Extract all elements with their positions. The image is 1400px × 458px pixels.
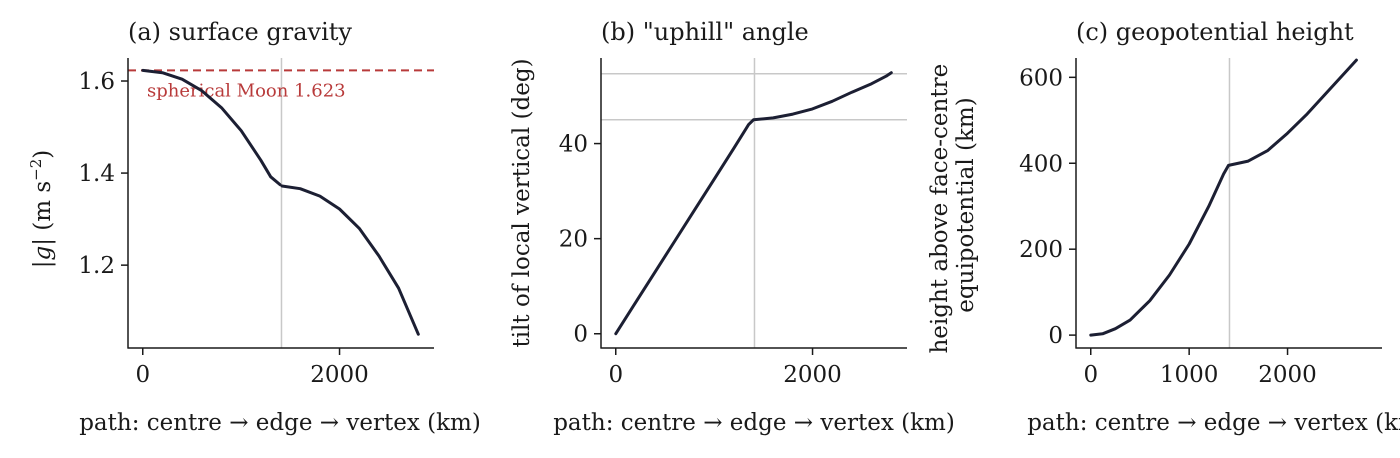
panel-b-xlabel: path: centre → edge → vertex (km) bbox=[553, 410, 955, 436]
panel-a-xlabel: path: centre → edge → vertex (km) bbox=[79, 410, 481, 436]
panel-a-series-line-0 bbox=[141, 68, 282, 187]
panel-a-y-tick-label: 1.4 bbox=[78, 161, 115, 187]
panel-c-series-line-0 bbox=[1089, 58, 1358, 337]
panel-a-x-tick-label: 0 bbox=[135, 362, 150, 388]
panel-b-y-tick-label: 0 bbox=[573, 322, 588, 348]
panel-a: (a) surface gravity spherical Moon 1.623… bbox=[27, 18, 481, 436]
panel-b-y-tick-label: 20 bbox=[559, 227, 588, 253]
panel-b-plot-area: 0 2000 0 20 40 bbox=[559, 58, 907, 388]
panel-b-title: (b) "uphill" angle bbox=[601, 18, 809, 46]
panel-c: (c) geopotential height 0 1000 2000 0 200 400… bbox=[927, 18, 1400, 436]
panel-b-y-tick-label: 40 bbox=[559, 132, 588, 158]
panel-c-ylabel-line2: equipotential (km) bbox=[953, 97, 979, 312]
panel-a-title: (a) surface gravity bbox=[128, 18, 352, 46]
panel-b-x-tick-label: 0 bbox=[608, 362, 623, 388]
panel-a-series-line-1 bbox=[280, 184, 420, 336]
panel-c-y-tick-label: 400 bbox=[1019, 151, 1063, 177]
panel-b-x-tick-label: 2000 bbox=[783, 362, 842, 388]
panel-c-y-tick-label: 200 bbox=[1019, 237, 1063, 263]
panel-a-plot-area: spherical Moon 1.623 0 2000 1.2 1.4 1.6 bbox=[78, 58, 434, 388]
panel-c-title: (c) geopotential height bbox=[1076, 18, 1354, 46]
panel-a-ylabel: |g| (m s−2) bbox=[27, 150, 56, 269]
panel-c-y-tick-label: 600 bbox=[1019, 65, 1063, 91]
panel-c-ylabel-line1: height above face-centre bbox=[927, 64, 953, 354]
panel-a-x-tick-label: 2000 bbox=[310, 362, 369, 388]
panel-c-ylabel: height above face-centre equipotential (… bbox=[927, 56, 979, 353]
panel-c-y-tick-label: 0 bbox=[1048, 323, 1063, 349]
panel-c-plot-area: 0 1000 2000 0 200 400 600 bbox=[1019, 58, 1382, 388]
panel-a-y-tick-label: 1.2 bbox=[78, 253, 115, 279]
panel-c-x-tick-label: 0 bbox=[1083, 362, 1098, 388]
panel-c-x-tick-label: 2000 bbox=[1258, 362, 1317, 388]
panel-b-ylabel: tilt of local vertical (deg) bbox=[509, 58, 535, 347]
panel-c-x-tick-label: 1000 bbox=[1160, 362, 1219, 388]
panel-a-y-tick-label: 1.6 bbox=[78, 69, 115, 95]
panel-a-reference-label: spherical Moon 1.623 bbox=[147, 80, 346, 101]
panel-b: (b) "uphill" angle 0 2000 0 20 40 path: cent… bbox=[509, 18, 955, 436]
panel-c-xlabel: path: centre → edge → vertex (km) bbox=[1027, 410, 1400, 436]
panel-b-series-line-0 bbox=[614, 71, 893, 336]
